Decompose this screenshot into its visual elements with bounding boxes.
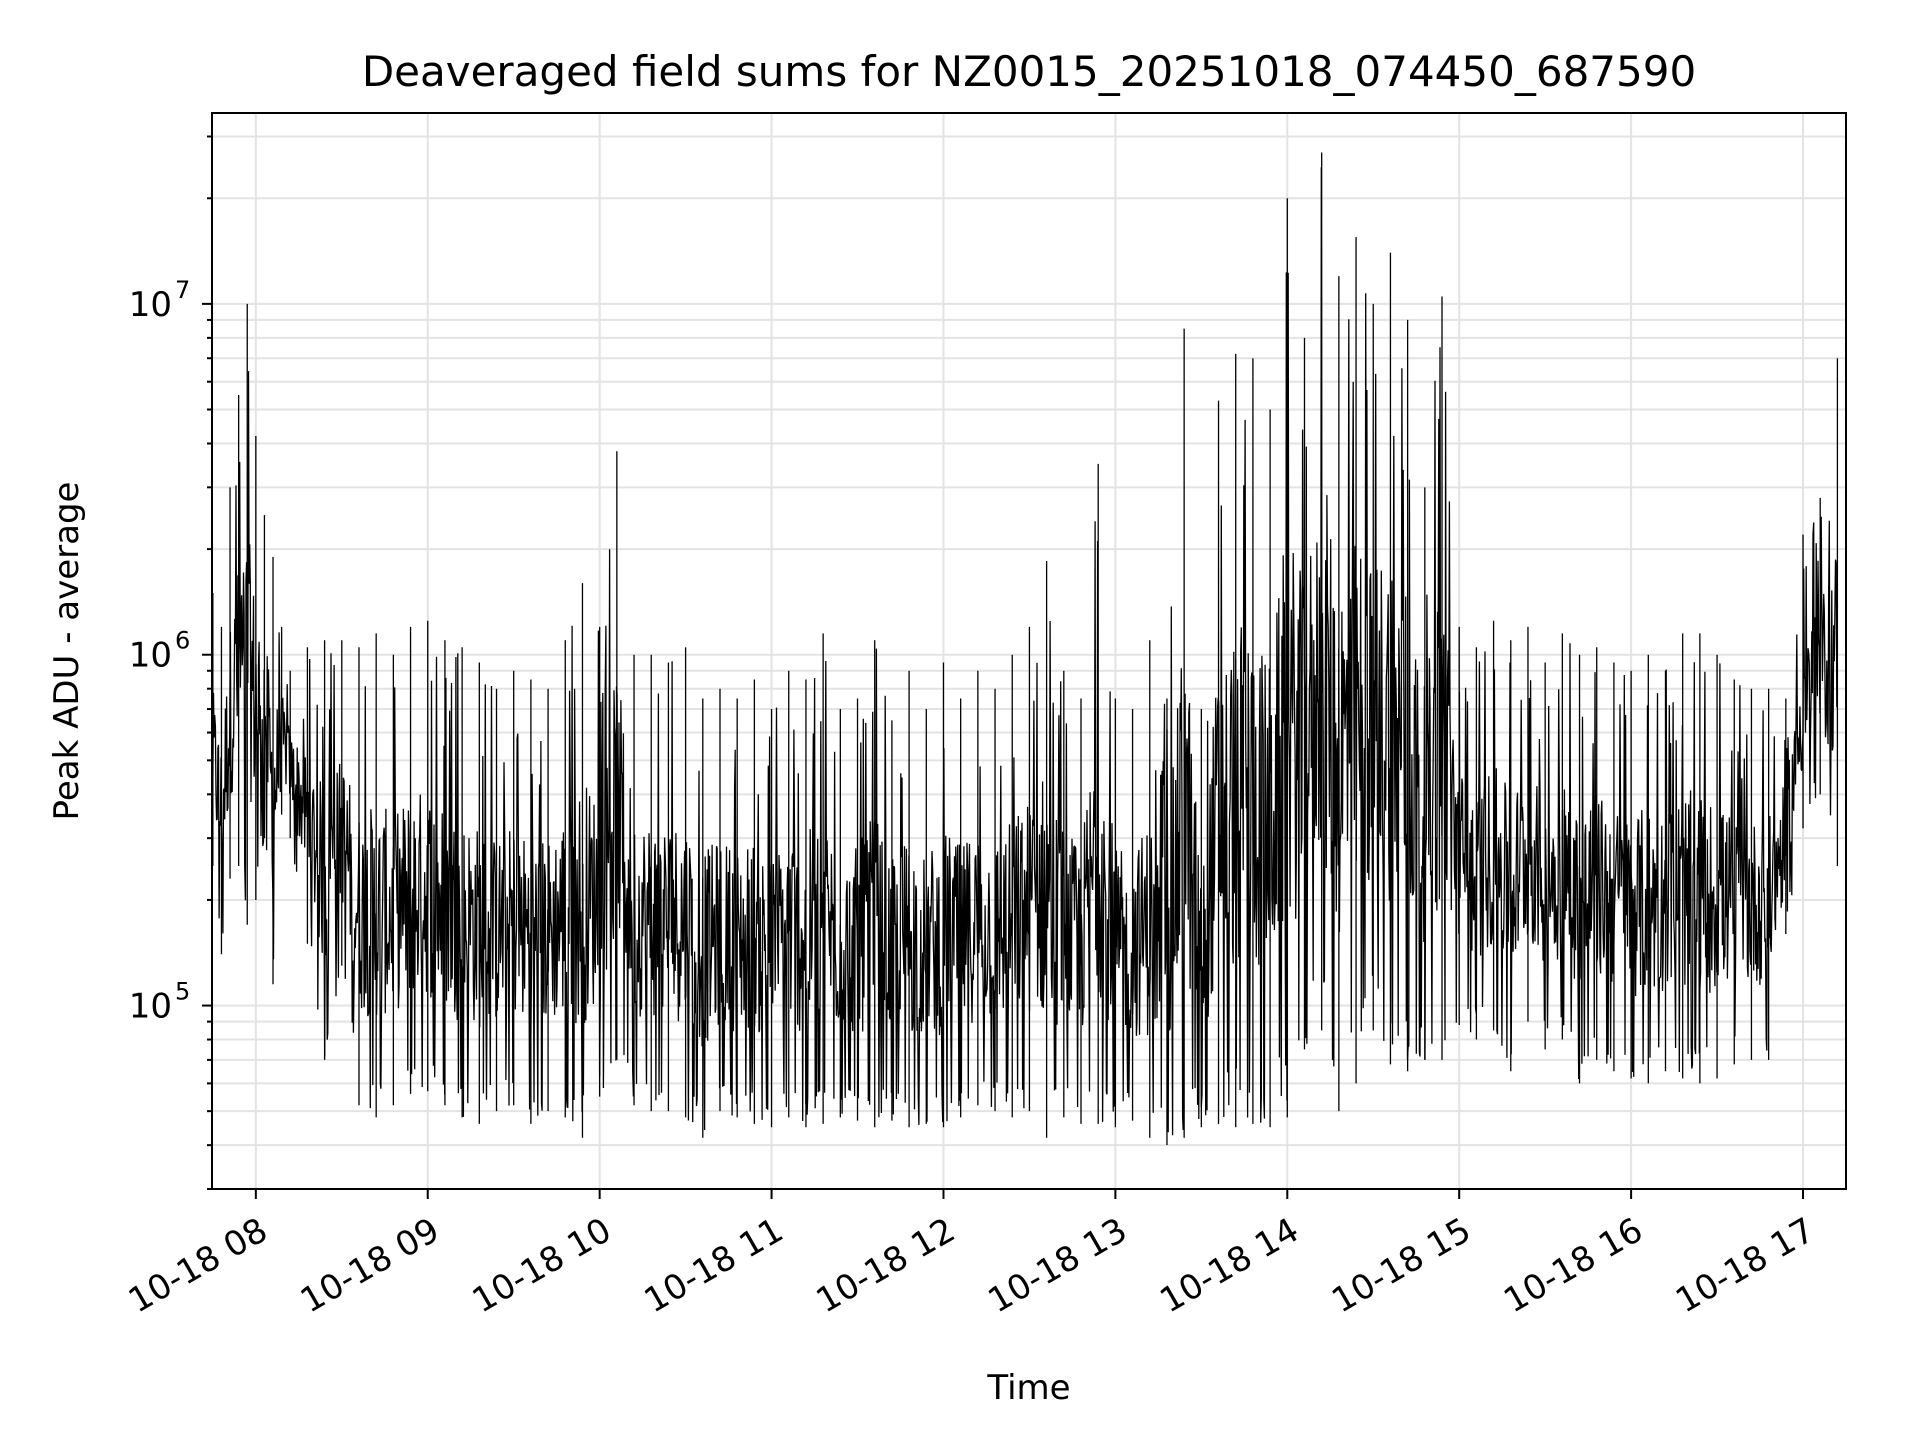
y-tick-label-base: 10 — [129, 987, 172, 1027]
y-tick-label-exponent: 6 — [175, 627, 190, 655]
y-tick-label-exponent: 5 — [175, 978, 190, 1006]
y-tick-label-exponent: 7 — [175, 276, 190, 304]
plot-frame — [211, 112, 1847, 1190]
chart-title: Deaveraged field sums for NZ0015_2025101… — [362, 47, 1696, 96]
y-tick-label-base: 10 — [129, 636, 172, 676]
series-line — [212, 152, 1839, 1146]
y-tick-label-base: 10 — [129, 285, 172, 325]
x-axis-label: Time — [986, 1368, 1070, 1408]
y-axis-label: Peak ADU - average — [47, 482, 87, 821]
series-path — [212, 167, 1839, 1136]
